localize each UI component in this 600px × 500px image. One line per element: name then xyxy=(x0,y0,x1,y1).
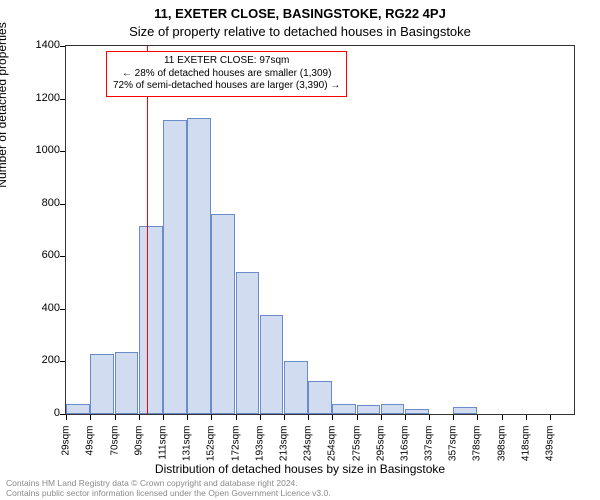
ytick-mark xyxy=(60,99,65,100)
ytick-label: 200 xyxy=(10,354,60,366)
xtick-mark xyxy=(211,415,212,420)
xtick-label: 49sqm xyxy=(85,426,96,486)
ytick-mark xyxy=(60,204,65,205)
xtick-mark xyxy=(308,415,309,420)
xtick-mark xyxy=(90,415,91,420)
ytick-label: 1200 xyxy=(10,92,60,104)
ytick-mark xyxy=(60,361,65,362)
xtick-mark xyxy=(381,415,382,420)
xtick-label: 131sqm xyxy=(182,426,193,486)
xtick-label: 213sqm xyxy=(278,426,289,486)
histogram-bar xyxy=(211,214,235,414)
footer-line-1: Contains HM Land Registry data © Crown c… xyxy=(6,478,331,488)
xtick-mark xyxy=(332,415,333,420)
histogram-bar xyxy=(332,404,356,415)
xtick-mark xyxy=(115,415,116,420)
xtick-label: 418sqm xyxy=(520,426,531,486)
title-sub: Size of property relative to detached ho… xyxy=(0,24,600,39)
ytick-mark xyxy=(60,46,65,47)
xtick-label: 70sqm xyxy=(109,426,120,486)
xtick-mark xyxy=(187,415,188,420)
xtick-mark xyxy=(502,415,503,420)
xtick-label: 90sqm xyxy=(133,426,144,486)
annotation-line: ← 28% of detached houses are smaller (1,… xyxy=(113,68,340,81)
xtick-mark xyxy=(405,415,406,420)
histogram-bar xyxy=(381,404,405,415)
footer-attribution: Contains HM Land Registry data © Crown c… xyxy=(6,478,331,498)
ytick-label: 400 xyxy=(10,302,60,314)
histogram-bar xyxy=(66,404,90,415)
ytick-mark xyxy=(60,256,65,257)
xtick-label: 316sqm xyxy=(399,426,410,486)
histogram-bar xyxy=(308,381,332,414)
histogram-bar xyxy=(187,118,211,414)
histogram-bar xyxy=(260,315,284,414)
xtick-mark xyxy=(453,415,454,420)
annotation-box: 11 EXETER CLOSE: 97sqm← 28% of detached … xyxy=(106,51,347,97)
histogram-bar xyxy=(236,272,260,414)
xtick-label: 295sqm xyxy=(375,426,386,486)
histogram-bar xyxy=(453,407,477,414)
histogram-bar xyxy=(405,409,429,414)
xtick-label: 29sqm xyxy=(61,426,72,486)
xtick-mark xyxy=(163,415,164,420)
xtick-label: 193sqm xyxy=(254,426,265,486)
ytick-label: 1400 xyxy=(10,39,60,51)
histogram-bar xyxy=(357,405,381,414)
chart-container: 11, EXETER CLOSE, BASINGSTOKE, RG22 4PJ … xyxy=(0,0,600,500)
ytick-mark xyxy=(60,309,65,310)
xtick-mark xyxy=(139,415,140,420)
xtick-label: 398sqm xyxy=(496,426,507,486)
xtick-mark xyxy=(526,415,527,420)
xtick-mark xyxy=(477,415,478,420)
plot-area: 11 EXETER CLOSE: 97sqm← 28% of detached … xyxy=(65,45,575,415)
xtick-mark xyxy=(260,415,261,420)
xtick-label: 254sqm xyxy=(327,426,338,486)
ytick-label: 800 xyxy=(10,197,60,209)
xtick-label: 378sqm xyxy=(472,426,483,486)
xtick-mark xyxy=(236,415,237,420)
ytick-label: 0 xyxy=(10,407,60,419)
annotation-line: 72% of semi-detached houses are larger (… xyxy=(113,80,340,93)
ytick-label: 1000 xyxy=(10,144,60,156)
marker-line xyxy=(147,46,148,414)
ytick-label: 600 xyxy=(10,249,60,261)
xtick-mark xyxy=(284,415,285,420)
xtick-label: 439sqm xyxy=(545,426,556,486)
histogram-bar xyxy=(163,120,187,414)
x-axis-label: Distribution of detached houses by size … xyxy=(0,462,600,476)
xtick-label: 111sqm xyxy=(158,426,169,486)
xtick-mark xyxy=(66,415,67,420)
xtick-label: 337sqm xyxy=(424,426,435,486)
xtick-mark xyxy=(429,415,430,420)
ytick-mark xyxy=(60,414,65,415)
xtick-label: 172sqm xyxy=(230,426,241,486)
histogram-bar xyxy=(284,361,308,414)
xtick-mark xyxy=(357,415,358,420)
histogram-bar xyxy=(90,354,114,414)
histogram-bar xyxy=(139,226,163,414)
title-main: 11, EXETER CLOSE, BASINGSTOKE, RG22 4PJ xyxy=(0,6,600,21)
xtick-label: 275sqm xyxy=(351,426,362,486)
annotation-line: 11 EXETER CLOSE: 97sqm xyxy=(113,55,340,68)
ytick-mark xyxy=(60,151,65,152)
xtick-mark xyxy=(550,415,551,420)
xtick-label: 152sqm xyxy=(206,426,217,486)
xtick-label: 234sqm xyxy=(303,426,314,486)
y-axis-label: Number of detached properties xyxy=(0,0,9,230)
xtick-label: 357sqm xyxy=(448,426,459,486)
histogram-bar xyxy=(115,352,139,414)
footer-line-2: Contains public sector information licen… xyxy=(6,488,331,498)
